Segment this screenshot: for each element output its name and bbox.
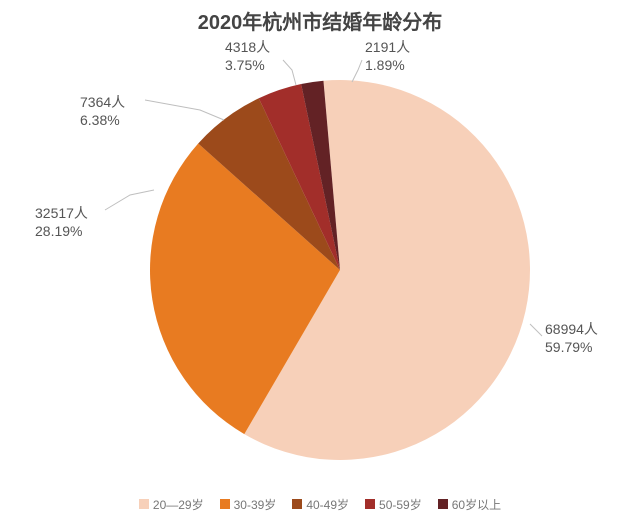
legend-swatch-0 xyxy=(139,499,149,509)
legend-swatch-1 xyxy=(220,499,230,509)
legend-swatch-2 xyxy=(292,499,302,509)
callout-2: 7364人6.38% xyxy=(80,93,125,129)
legend-item-0: 20—29岁 xyxy=(139,496,204,513)
callout-percent: 59.79% xyxy=(545,338,598,356)
legend-item-2: 40-49岁 xyxy=(292,496,349,513)
callout-0: 68994人59.79% xyxy=(545,320,598,356)
callout-percent: 6.38% xyxy=(80,111,125,129)
legend-item-3: 50-59岁 xyxy=(365,496,422,513)
legend-label-4: 60岁以上 xyxy=(452,498,501,512)
legend-swatch-4 xyxy=(438,499,448,509)
callout-count: 7364人 xyxy=(80,93,125,111)
callout-percent: 1.89% xyxy=(365,56,410,74)
legend-item-4: 60岁以上 xyxy=(438,496,501,513)
callout-4: 2191人1.89% xyxy=(365,38,410,74)
callout-count: 68994人 xyxy=(545,320,598,338)
callout-count: 4318人 xyxy=(225,38,270,56)
callout-count: 2191人 xyxy=(365,38,410,56)
legend-label-2: 40-49岁 xyxy=(306,498,349,512)
pie-svg xyxy=(0,0,640,523)
pie-chart: 2020年杭州市结婚年龄分布 68994人59.79%32517人28.19%7… xyxy=(0,0,640,523)
legend: 20—29岁 30-39岁 40-49岁 50-59岁 60岁以上 xyxy=(0,496,640,513)
legend-label-0: 20—29岁 xyxy=(153,498,204,512)
callout-3: 4318人3.75% xyxy=(225,38,270,74)
legend-label-1: 30-39岁 xyxy=(234,498,277,512)
legend-label-3: 50-59岁 xyxy=(379,498,422,512)
callout-1: 32517人28.19% xyxy=(35,204,88,240)
callout-percent: 28.19% xyxy=(35,222,88,240)
callout-count: 32517人 xyxy=(35,204,88,222)
legend-item-1: 30-39岁 xyxy=(220,496,277,513)
callout-percent: 3.75% xyxy=(225,56,270,74)
legend-swatch-3 xyxy=(365,499,375,509)
